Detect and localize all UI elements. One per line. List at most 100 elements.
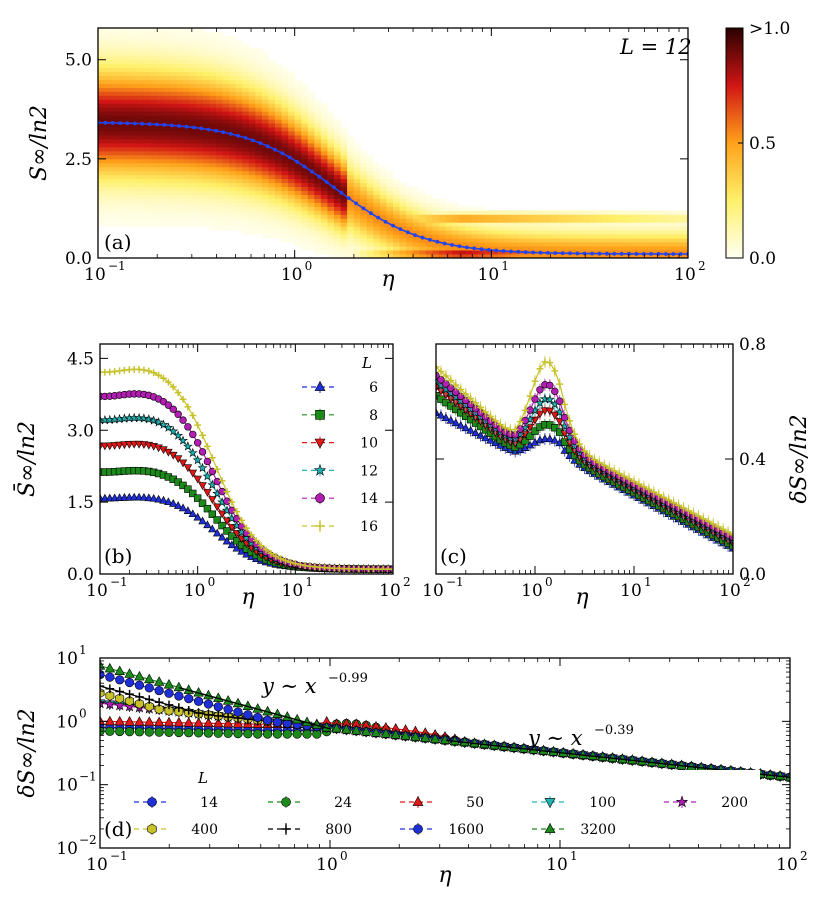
heatmap-cell bbox=[157, 63, 164, 69]
heatmap-cell bbox=[438, 206, 446, 211]
heatmap-cell bbox=[98, 63, 105, 69]
heatmap-cell bbox=[196, 107, 204, 112]
heatmap-cell bbox=[104, 166, 112, 172]
heatmap-cell bbox=[189, 127, 197, 132]
heatmap-cell bbox=[150, 51, 158, 57]
heatmap-cell bbox=[130, 115, 138, 120]
heatmap-cell bbox=[229, 186, 237, 191]
heatmap-cell bbox=[209, 47, 217, 53]
heatmap-cell bbox=[117, 162, 125, 168]
data-point bbox=[173, 430, 184, 440]
heatmap-cell bbox=[419, 242, 427, 247]
data-point bbox=[253, 729, 263, 739]
heatmap-cell bbox=[497, 234, 505, 239]
heatmap-cell bbox=[268, 91, 276, 96]
heatmap-cell bbox=[589, 242, 597, 247]
heatmap-cell bbox=[98, 127, 105, 132]
heatmap-cell bbox=[255, 139, 263, 144]
heatmap-cell bbox=[661, 238, 669, 243]
heatmap-cell bbox=[301, 206, 309, 211]
heatmap-cell bbox=[366, 162, 374, 168]
heatmap-cell bbox=[202, 194, 210, 199]
heatmap-cell bbox=[216, 162, 223, 168]
heatmap-cell bbox=[556, 230, 564, 235]
heatmap-cell bbox=[216, 150, 223, 156]
heatmap-cell bbox=[281, 210, 289, 215]
heatmap-cell bbox=[425, 198, 433, 203]
y-tick-label: 0.0 bbox=[65, 249, 92, 269]
data-point bbox=[174, 727, 184, 738]
heatmap-cell bbox=[386, 178, 394, 184]
heatmap-cell bbox=[183, 162, 191, 168]
data-point bbox=[169, 499, 178, 507]
data-point bbox=[719, 525, 727, 533]
heatmap-cell bbox=[143, 115, 151, 120]
heatmap-cell bbox=[307, 162, 315, 168]
heatmap-cell bbox=[347, 139, 355, 144]
heatmap-cell bbox=[524, 226, 532, 231]
heatmap-cell bbox=[216, 170, 223, 176]
heatmap-cell bbox=[314, 206, 322, 211]
data-point bbox=[208, 510, 217, 518]
mean-point bbox=[619, 251, 624, 256]
data-point bbox=[536, 365, 544, 373]
heatmap-cell bbox=[419, 202, 427, 207]
heatmap-cell bbox=[576, 242, 584, 247]
heatmap-cell bbox=[176, 103, 184, 108]
heatmap-cell bbox=[314, 250, 322, 255]
heatmap-cell bbox=[117, 31, 125, 37]
data-point bbox=[169, 405, 177, 414]
heatmap-cell bbox=[235, 119, 243, 124]
mean-point bbox=[597, 251, 602, 256]
data-point bbox=[217, 510, 227, 519]
data-point bbox=[615, 470, 623, 477]
panel-a-ylabel: S∞/ln2 bbox=[27, 105, 52, 181]
heatmap-cell bbox=[327, 194, 335, 199]
heatmap-cell bbox=[229, 174, 237, 180]
heatmap-cell bbox=[281, 186, 289, 191]
heatmap-cell bbox=[170, 63, 178, 69]
heatmap-cell bbox=[111, 51, 119, 57]
heatmap-cell bbox=[183, 178, 191, 184]
panel-c-label: (c) bbox=[440, 544, 467, 568]
heatmap-cell bbox=[294, 230, 302, 235]
heatmap-cell bbox=[242, 218, 250, 223]
data-point bbox=[134, 412, 144, 423]
heatmap-cell bbox=[189, 43, 197, 49]
heatmap-cell bbox=[117, 154, 125, 160]
heatmap-cell bbox=[130, 95, 138, 100]
heatmap-cell bbox=[655, 222, 663, 227]
heatmap-cell bbox=[157, 51, 164, 57]
heatmap-cell bbox=[163, 83, 171, 88]
heatmap-cell bbox=[209, 146, 217, 152]
heatmap-cell bbox=[589, 246, 597, 251]
heatmap-cell bbox=[399, 198, 407, 203]
heatmap-cell bbox=[235, 79, 243, 84]
heatmap-cell bbox=[183, 119, 191, 124]
heatmap-cell bbox=[491, 246, 499, 251]
heatmap-cell bbox=[327, 146, 335, 152]
heatmap-cell bbox=[327, 206, 335, 211]
heatmap-cell bbox=[478, 254, 486, 258]
heatmap-cell bbox=[635, 250, 643, 255]
heatmap-cell bbox=[406, 218, 414, 223]
heatmap-cell bbox=[275, 111, 282, 116]
heatmap-cell bbox=[438, 222, 446, 227]
heatmap-cell bbox=[556, 234, 564, 239]
heatmap-cell bbox=[294, 99, 302, 104]
data-point bbox=[193, 512, 202, 521]
heatmap-cell bbox=[137, 115, 145, 120]
data-point bbox=[163, 716, 175, 727]
heatmap-cell bbox=[615, 226, 623, 231]
heatmap-cell bbox=[379, 202, 387, 207]
heatmap-cell bbox=[268, 154, 276, 160]
heatmap-cell bbox=[419, 206, 427, 211]
heatmap-cell bbox=[196, 71, 204, 76]
heatmap-cell bbox=[98, 154, 105, 160]
heatmap-cell bbox=[137, 55, 145, 61]
heatmap-cell bbox=[170, 131, 178, 136]
heatmap-cell bbox=[235, 87, 243, 92]
heatmap-cell bbox=[537, 254, 545, 258]
heatmap-cell bbox=[229, 107, 237, 112]
heatmap-cell bbox=[386, 174, 394, 180]
